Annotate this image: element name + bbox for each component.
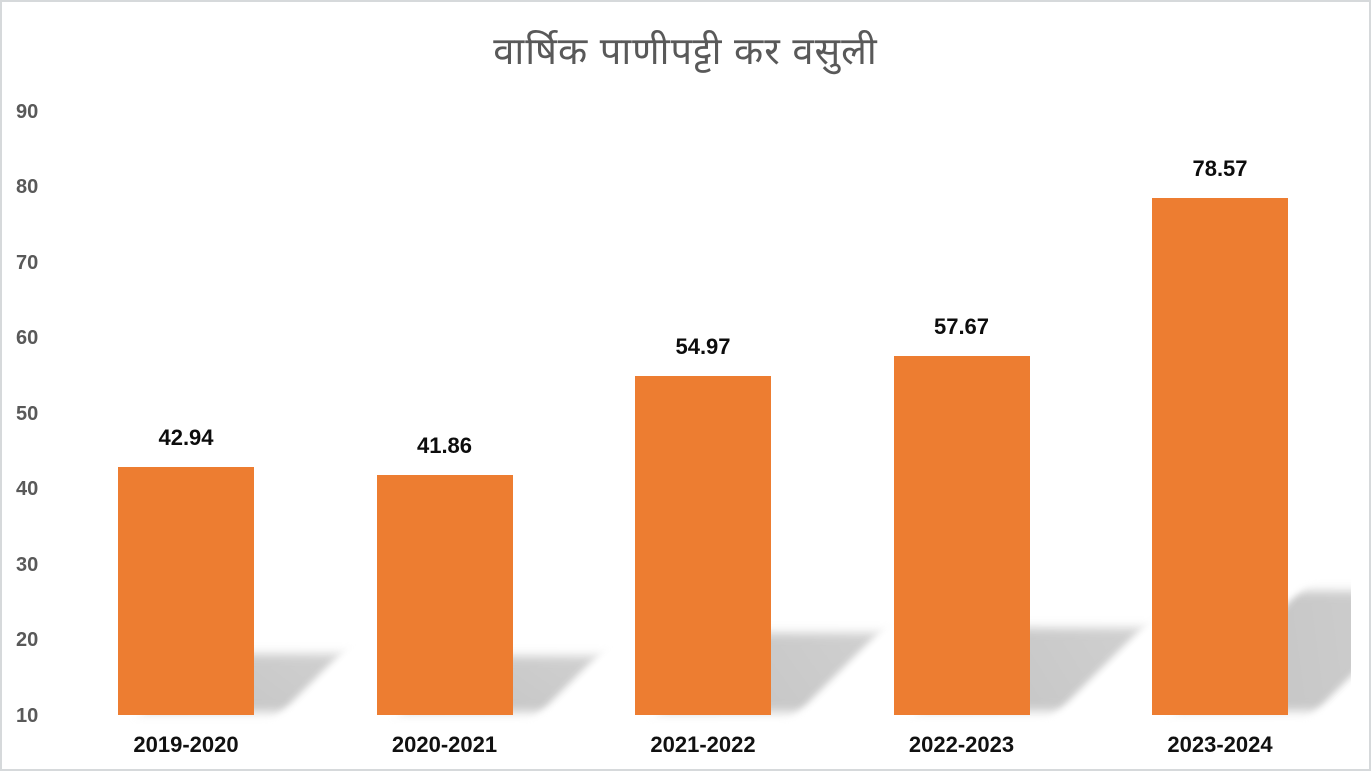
bar-2019-2020 (118, 466, 254, 716)
x-axis-tick-label: 2019-2020 (133, 732, 239, 757)
data-label: 42.94 (158, 424, 214, 450)
bar-2021-2022 (635, 375, 771, 716)
chart-title: वार्षिक पाणीपट्टी कर वसुली (493, 31, 878, 73)
y-axis-tick-label: 30 (16, 553, 39, 576)
data-label: 54.97 (675, 333, 731, 359)
x-axis-tick-label: 2022-2023 (908, 732, 1015, 757)
y-axis-tick-label: 20 (16, 629, 39, 651)
x-axis-tick-label: 2023-2024 (1167, 732, 1273, 757)
bar-2022-2023 (893, 355, 1030, 716)
y-axis-tick-label: 80 (16, 176, 39, 198)
y-axis-tick-label: 40 (16, 478, 39, 500)
data-label: 78.57 (1192, 155, 1248, 181)
x-axis-tick-label: 2020-2021 (391, 732, 498, 757)
y-axis-tick-label: 70 (16, 251, 39, 274)
y-axis-tick-label: 10 (16, 704, 39, 727)
data-label: 41.86 (416, 432, 473, 458)
data-label: 57.67 (933, 313, 990, 339)
x-axis-tick-label: 2021-2022 (650, 732, 756, 757)
bar-2023-2024 (1152, 197, 1288, 716)
bar-2020-2021 (376, 474, 513, 716)
y-axis-tick-label: 50 (16, 402, 39, 425)
y-axis-tick-label: 60 (16, 327, 39, 349)
y-axis-tick-label: 90 (16, 100, 39, 123)
